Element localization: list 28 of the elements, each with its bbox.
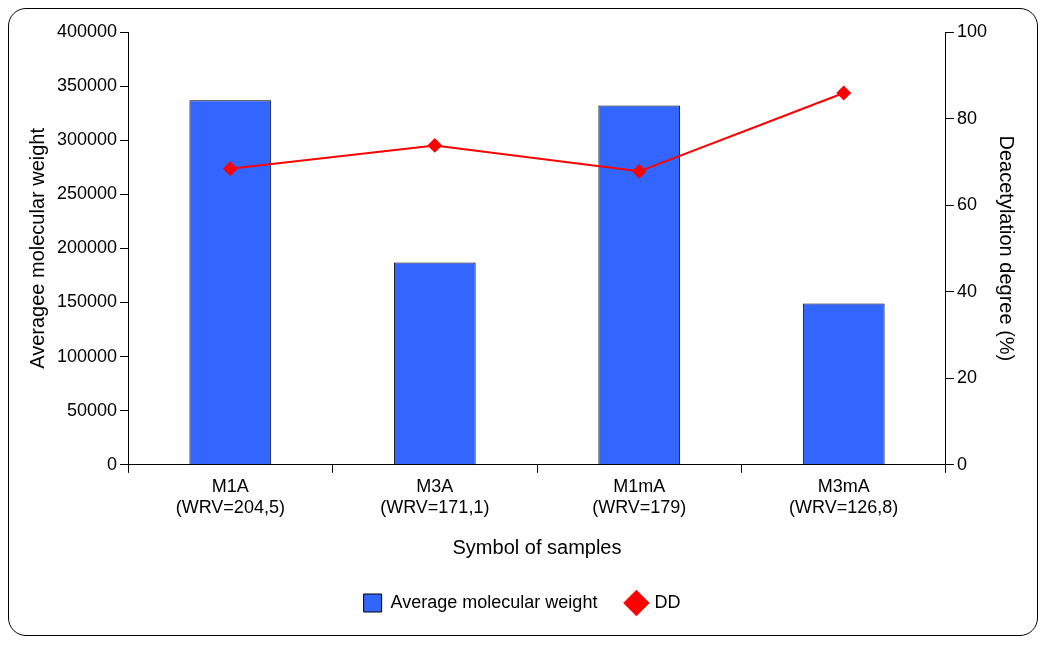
x-tick-label: M3A (WRV=171,1) <box>380 475 490 518</box>
y2-tick-label: 40 <box>956 280 977 301</box>
legend-label: DD <box>654 591 681 612</box>
x-tick-label: M1mA (WRV=179) <box>592 475 687 518</box>
point <box>836 86 851 101</box>
x-axis-title: Symbol of samples <box>452 535 622 558</box>
y-tick-label: 200000 <box>56 237 118 258</box>
y-tick-label: 100000 <box>56 345 118 366</box>
x-tick-label: M3mA (WRV=126,8) <box>789 475 899 518</box>
y2-tick-label: 60 <box>956 194 977 215</box>
x-tick-label: M1A (WRV=204,5) <box>175 475 285 518</box>
point <box>223 161 238 176</box>
point <box>632 164 647 179</box>
y2-tick-label: 0 <box>956 453 967 474</box>
y-tick-label: 250000 <box>56 183 118 204</box>
y2-tick-label: 100 <box>956 20 988 41</box>
y-axis-title: Averagee molecular weight <box>25 127 48 369</box>
y-tick-label: 300000 <box>56 129 118 150</box>
y-tick-label: 400000 <box>56 20 118 41</box>
y-tick-label: 150000 <box>56 291 118 312</box>
y-tick-label: 0 <box>107 453 118 474</box>
y-tick-label: 50000 <box>67 399 118 420</box>
legend-label: Average molecular weight <box>390 591 598 612</box>
y2-tick-label: 80 <box>956 107 977 128</box>
point <box>427 138 442 153</box>
y2-axis-title: Deacetylation degree (%) <box>996 135 1019 362</box>
y-tick-label: 350000 <box>56 75 118 96</box>
y2-tick-label: 20 <box>956 367 977 388</box>
